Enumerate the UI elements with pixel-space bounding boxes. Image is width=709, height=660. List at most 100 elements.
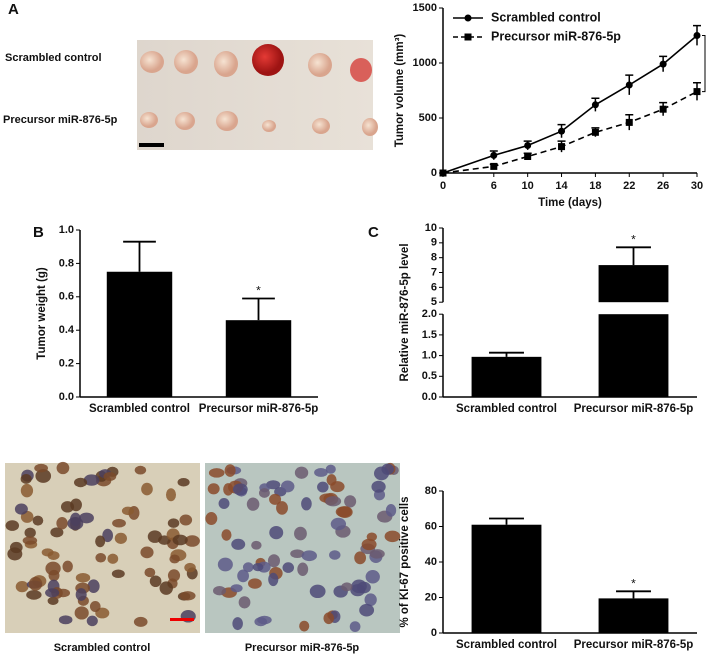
y-tick-label: 1500 <box>413 2 437 14</box>
cell-nucleus <box>232 483 248 496</box>
cell-nucleus <box>299 620 310 632</box>
legend-label: Precursor miR-876-5p <box>491 29 621 43</box>
cell-nucleus <box>179 514 193 526</box>
cell-nucleus <box>251 540 262 550</box>
x-tick-label: 10 <box>522 180 534 192</box>
annotation: * <box>256 284 261 298</box>
y-tick-label: 1.0 <box>422 350 437 362</box>
marker <box>659 60 667 68</box>
marker <box>490 162 498 170</box>
y-tick-label: 0 <box>431 167 437 179</box>
y-tick-label: 0.2 <box>59 358 74 370</box>
cell-nucleus <box>134 465 147 475</box>
row-label: Precursor miR-876-5p <box>3 114 118 126</box>
cell-nucleus <box>50 527 64 538</box>
cell-nucleus <box>232 617 243 631</box>
x-tick-label: 26 <box>657 180 669 192</box>
y-axis-label: Relative miR-876-5p level <box>399 243 411 381</box>
x-tick-label: 18 <box>589 180 601 192</box>
cell-nucleus <box>35 469 52 483</box>
y-tick-label: 1.0 <box>59 224 74 236</box>
cell-nucleus <box>326 474 337 486</box>
y-tick-label: 7 <box>431 266 437 278</box>
y-tick-label: 1000 <box>413 57 437 69</box>
marker <box>625 118 633 126</box>
cell-nucleus <box>269 525 284 540</box>
y-tick-label: 0.4 <box>59 324 75 336</box>
cell-nucleus <box>213 585 226 596</box>
x-tick-label: Scrambled control <box>456 639 557 651</box>
x-tick-label: Precursor miR-876-5p <box>574 403 694 415</box>
marker <box>524 153 532 160</box>
cell-nucleus <box>177 478 190 487</box>
cell-nucleus <box>14 503 28 515</box>
scale-bar <box>170 618 194 621</box>
cell-nucleus <box>75 588 87 601</box>
image-caption: Precursor miR-876-5p <box>245 642 360 654</box>
cell-nucleus <box>384 530 401 543</box>
cell-nucleus <box>28 576 43 591</box>
cell-nucleus <box>294 466 309 479</box>
cell-nucleus <box>144 567 156 578</box>
marker <box>591 101 599 109</box>
y-tick-label: 20 <box>425 591 437 603</box>
cell-nucleus <box>218 497 230 510</box>
legend-marker <box>464 33 472 41</box>
cell-nucleus <box>329 550 341 560</box>
cell-nucleus <box>45 588 60 598</box>
cell-nucleus <box>361 538 377 551</box>
x-tick-label: 14 <box>555 180 568 192</box>
bar <box>106 271 173 397</box>
cell-nucleus <box>252 563 264 572</box>
cell-nucleus <box>323 612 335 625</box>
cell-nucleus <box>58 615 73 625</box>
error-bar <box>489 351 524 357</box>
bar <box>598 265 669 303</box>
cell-nucleus <box>24 527 36 538</box>
cell-nucleus <box>121 506 135 516</box>
bar <box>598 598 669 633</box>
panel-label: B <box>33 224 44 241</box>
cell-nucleus <box>103 471 117 481</box>
y-tick-label: 500 <box>419 112 437 124</box>
cell-nucleus <box>208 468 225 478</box>
y-tick-label: 10 <box>425 222 437 234</box>
cell-nucleus <box>147 530 162 543</box>
cell-nucleus <box>20 483 34 498</box>
cell-nucleus <box>344 495 357 508</box>
cell-nucleus <box>149 575 162 588</box>
cell-nucleus <box>165 488 177 502</box>
cell-nucleus <box>20 474 32 484</box>
cell-nucleus <box>133 616 148 627</box>
cell-nucleus <box>79 512 94 524</box>
marker <box>558 127 566 135</box>
x-tick-label: Precursor miR-876-5p <box>574 639 694 651</box>
cell-nucleus <box>95 552 107 563</box>
cell-nucleus <box>238 596 251 609</box>
cell-nucleus <box>280 480 295 493</box>
cell-nucleus <box>301 497 312 511</box>
y-tick-label: 5 <box>431 296 437 308</box>
marker <box>625 81 633 89</box>
cell-nucleus <box>237 569 249 583</box>
x-tick-label: 22 <box>623 180 635 192</box>
cell-nucleus <box>221 529 232 541</box>
cell-nucleus <box>167 518 180 528</box>
tumor-photo <box>137 40 378 150</box>
cell-nucleus <box>335 506 352 518</box>
marker <box>591 128 599 136</box>
cell-nucleus <box>231 538 246 550</box>
cell-nucleus <box>141 482 153 496</box>
y-tick-label: 80 <box>425 485 437 497</box>
cell-nucleus <box>140 546 154 559</box>
cell-nucleus <box>47 596 59 606</box>
cell-nucleus <box>60 501 75 513</box>
cell-nucleus <box>246 497 260 511</box>
cell-nucleus <box>385 503 397 517</box>
y-tick-label: 0.0 <box>59 391 74 403</box>
cell-nucleus <box>159 581 173 595</box>
annotation: * <box>631 576 636 590</box>
y-tick-label: 0 <box>431 627 437 639</box>
y-axis-label: Tumor volume (mm³) <box>394 34 406 148</box>
cell-nucleus <box>317 481 329 493</box>
